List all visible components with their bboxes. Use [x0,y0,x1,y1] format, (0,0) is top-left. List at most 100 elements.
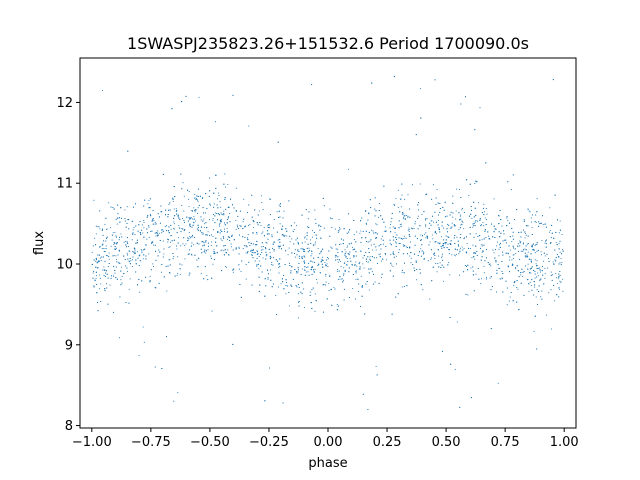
data-point [343,288,345,290]
data-point [271,247,274,249]
data-point [105,217,107,219]
data-point [175,210,177,212]
data-point [298,305,300,307]
data-point [507,219,509,222]
data-point [238,268,240,270]
data-point [459,251,461,253]
data-point [541,290,543,292]
data-point [323,283,325,286]
data-point [176,274,178,276]
data-point [242,228,244,230]
data-point [161,229,163,231]
data-point [139,221,141,223]
data-point [177,236,179,239]
data-point [410,262,412,264]
data-point [209,234,211,237]
data-point [308,247,310,249]
data-point [268,248,270,250]
data-point [272,243,274,245]
x-tick-label: 0.75 [491,435,520,450]
data-point [361,285,364,287]
data-point [322,256,324,258]
data-point [449,214,451,216]
data-point [467,294,469,296]
data-point [512,254,514,256]
data-point [336,258,338,260]
data-point [536,198,538,200]
data-point [492,249,494,251]
data-point [527,251,529,253]
data-point [182,243,184,245]
data-point [473,252,475,255]
data-point [180,173,182,175]
data-point [427,260,429,262]
data-point [313,257,315,259]
data-point [437,242,439,244]
data-point [162,256,164,258]
data-point [550,237,552,239]
data-point [224,224,226,226]
data-point [262,249,264,251]
data-point [270,279,272,281]
data-point [287,254,289,256]
data-point [530,221,533,223]
data-point [479,218,481,220]
data-point [499,267,501,269]
data-point [395,263,398,265]
data-point [514,248,516,250]
data-point [369,258,371,260]
data-point [483,272,485,274]
data-point [324,261,326,263]
data-point [536,265,538,267]
chart-title: 1SWASPJ235823.26+151532.6 Period 1700090… [127,34,529,53]
data-point [425,237,427,239]
data-point [217,207,219,209]
data-point [369,199,371,201]
data-point [183,229,185,232]
data-point [116,223,118,225]
data-point [212,217,214,219]
data-point [300,291,302,293]
data-point [155,223,157,225]
data-point [516,209,518,211]
data-point [342,243,344,245]
data-point [201,232,203,234]
data-point [353,255,355,257]
data-point [459,247,462,249]
data-point [536,243,538,245]
data-point [472,244,474,246]
data-point [537,249,539,251]
data-point [512,174,514,176]
data-point [103,247,105,250]
data-point [215,213,218,215]
data-point [304,237,306,239]
data-point [439,211,441,214]
data-point [110,206,112,208]
data-point [198,257,200,259]
data-point [104,250,106,253]
data-point [120,207,122,209]
data-point [445,242,447,244]
data-point [117,217,119,219]
data-point [559,251,561,253]
data-point [430,224,432,226]
data-point [306,238,308,240]
data-point [144,248,146,250]
data-point [433,221,435,223]
data-point [344,262,346,264]
data-point [541,215,544,217]
data-point [172,197,174,199]
data-point [344,249,346,251]
data-point [361,286,363,288]
data-point [187,253,189,255]
data-point [516,265,518,267]
data-point [219,219,221,221]
data-point [278,247,280,249]
data-point [110,245,112,247]
data-point [348,296,350,299]
data-point [496,269,498,271]
data-point [403,213,405,215]
data-point [558,248,560,250]
data-point [139,232,141,234]
data-point [430,249,433,251]
